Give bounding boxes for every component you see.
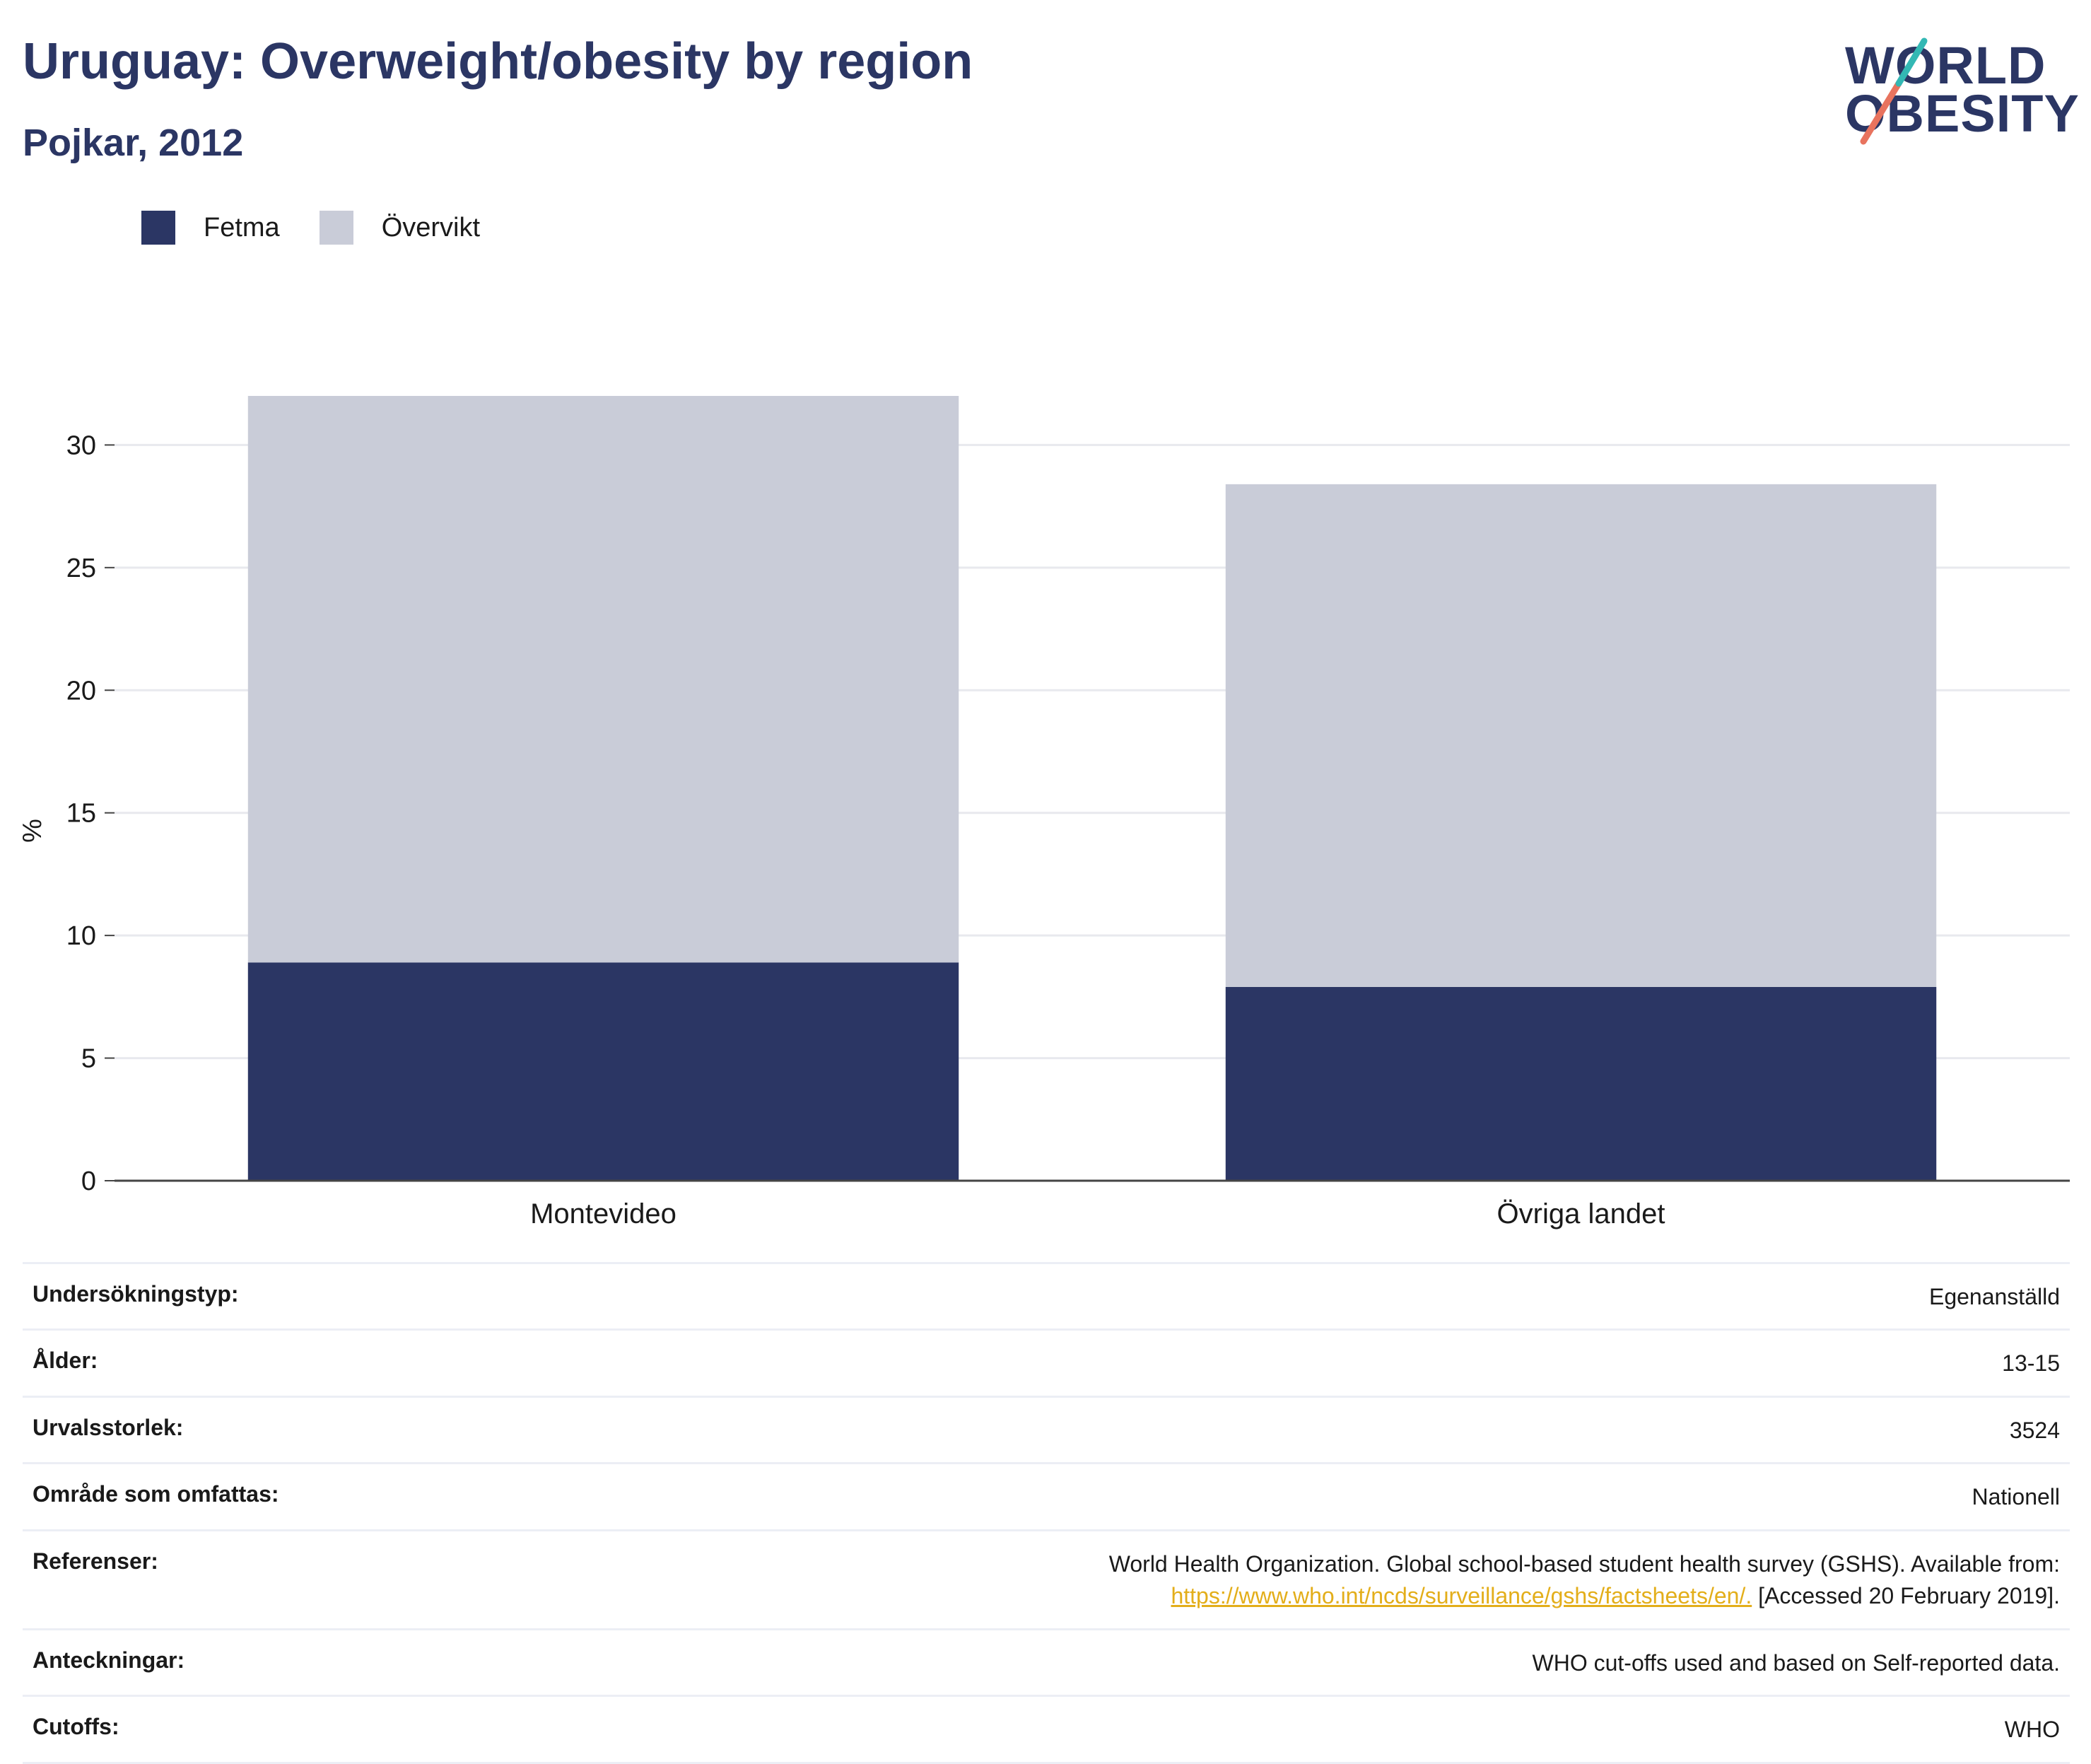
info-label-sample-size: Urvalsstorlek:: [33, 1414, 184, 1440]
y-tick-label-5: 5: [81, 1044, 96, 1074]
y-tick-label-10: 10: [66, 921, 96, 951]
legend-item-overvikt[interactable]: Övervikt: [319, 211, 481, 245]
bar-fetma-1: [1225, 986, 1937, 1181]
info-value-references: World Health Organization. Global school…: [467, 1530, 2070, 1629]
world-obesity-logo: WORLD OBESITY: [1845, 21, 2079, 152]
y-axis-title: %: [18, 819, 47, 843]
info-label-notes: Anteckningar:: [33, 1647, 185, 1673]
info-value-sample-size: 3524: [2009, 1417, 2060, 1443]
info-value-age: 13-15: [2002, 1350, 2060, 1377]
y-tick-label-25: 25: [66, 554, 96, 583]
y-tick-label-20: 20: [66, 676, 96, 706]
legend-item-fetma[interactable]: Fetma: [141, 211, 280, 245]
x-category-label-1: Övriga landet: [1497, 1198, 1665, 1229]
legend-swatch-overvikt: [319, 211, 353, 245]
info-row-notes: Anteckningar: WHO cut-offs used and base…: [23, 1629, 2070, 1695]
info-label-references: Referenser:: [33, 1548, 158, 1574]
bar-fetma-0: [247, 962, 959, 1181]
info-label-area: Område som omfattas:: [33, 1481, 279, 1507]
bar-vervikt-0: [247, 396, 959, 963]
reference-accessed: [Accessed 20 February 2019].: [1758, 1583, 2060, 1609]
x-category-label-0: Montevideo: [530, 1198, 676, 1229]
info-label-cutoffs: Cutoffs:: [33, 1714, 119, 1740]
info-value-notes: WHO cut-offs used and based on Self-repo…: [1532, 1649, 2061, 1676]
info-row-sample-size: Urvalsstorlek: 3524: [23, 1396, 2070, 1463]
info-value-area: Nationell: [1972, 1484, 2060, 1510]
legend-label-overvikt: Övervikt: [381, 212, 481, 243]
chart-subtitle: Pojkar, 2012: [23, 122, 244, 164]
y-tick-label-30: 30: [66, 431, 96, 460]
chart-title: Uruguay: Overweight/obesity by region: [23, 33, 973, 90]
survey-info-table: Undersökningstyp: Egenanställd Ålder: 13…: [23, 1262, 2070, 1764]
info-value-cutoffs: WHO: [2004, 1717, 2060, 1743]
bar-vervikt-1: [1225, 484, 1937, 987]
info-value-survey-type: Egenanställd: [1928, 1284, 2060, 1309]
info-row-survey-type: Undersökningstyp: Egenanställd: [23, 1263, 2070, 1330]
chart-legend: Fetma Övervikt: [141, 211, 520, 245]
info-row-cutoffs: Cutoffs: WHO: [23, 1695, 2070, 1763]
logo-word-world: WORLD: [1845, 36, 2046, 95]
bar-chart: 0 5 10 15 20 25 30% Montevideo Övriga landet: [18, 396, 2070, 1229]
reference-link[interactable]: https://www.who.int/ncds/surveillance/gs…: [1171, 1583, 1752, 1609]
y-tick-label-15: 15: [66, 799, 96, 829]
legend-label-fetma: Fetma: [204, 212, 280, 243]
y-tick-label-0: 0: [81, 1167, 96, 1196]
info-row-references: Referenser: World Health Organization. G…: [23, 1530, 2070, 1629]
info-label-survey-type: Undersökningstyp:: [33, 1281, 239, 1307]
info-label-age: Ålder:: [33, 1348, 98, 1374]
logo-slash-icon: [1860, 37, 1928, 145]
reference-text: World Health Organization. Global school…: [1108, 1550, 2060, 1577]
info-row-age: Ålder: 13-15: [23, 1329, 2070, 1396]
legend-swatch-fetma: [141, 211, 175, 245]
info-row-area: Område som omfattas: Nationell: [23, 1463, 2070, 1530]
